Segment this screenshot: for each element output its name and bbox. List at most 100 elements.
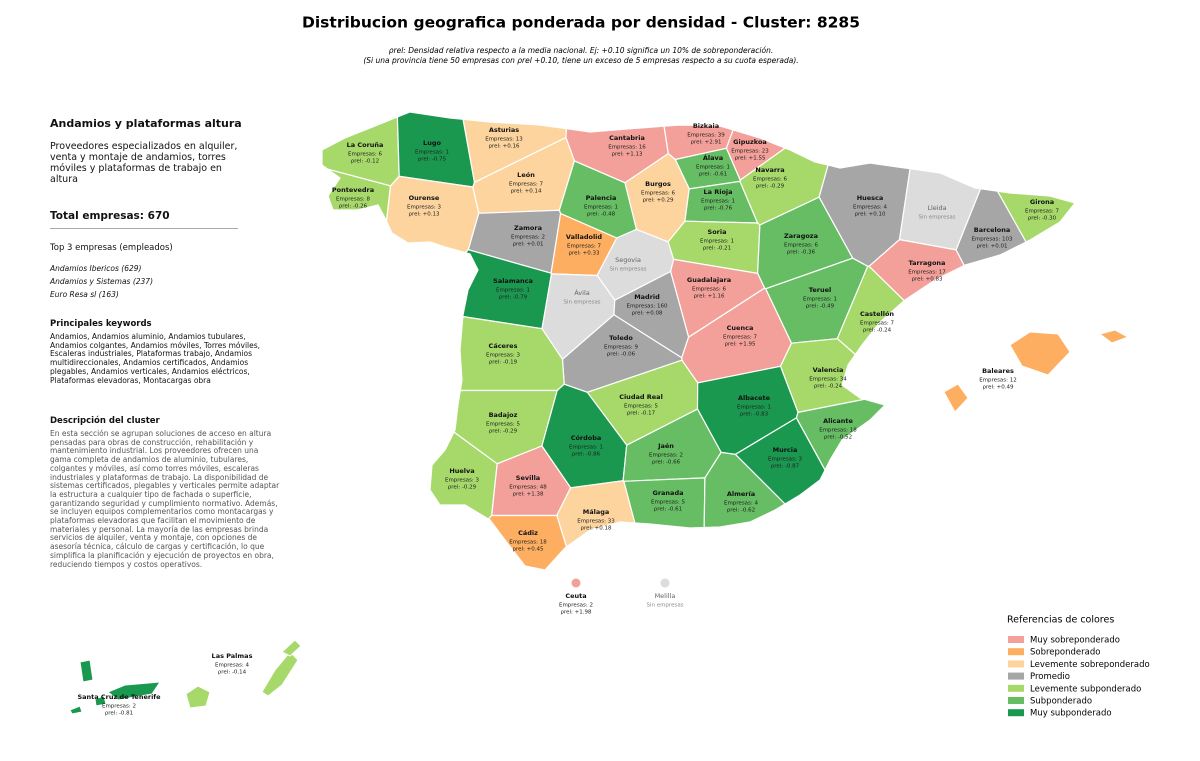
province-name: Pontevedra <box>332 186 374 194</box>
province-name: Huesca <box>857 194 884 202</box>
province-name: Toledo <box>609 334 633 342</box>
subtitle: ρrel: Densidad relativa respecto a la me… <box>389 46 773 55</box>
province-name: Lugo <box>423 139 441 147</box>
province-name: Navarra <box>755 166 784 174</box>
province-rho: ρrel: -0.19 <box>489 360 518 366</box>
province-name: León <box>517 171 535 179</box>
province-shape <box>107 681 161 701</box>
province-rho: ρrel: -0.29 <box>756 184 785 190</box>
province-rho: ρrel: +0.14 <box>511 189 543 195</box>
top3-item: Andamios y Sistemas (237) <box>50 277 154 286</box>
province-rho: ρrel: +0.08 <box>632 311 664 317</box>
legend-label: Muy subponderado <box>1030 709 1112 719</box>
province-rho: ρrel: +0.01 <box>513 242 544 248</box>
province-rho: ρrel: +0.33 <box>569 251 601 257</box>
legend-label: Sobreponderado <box>1030 648 1100 658</box>
province-shape <box>703 451 786 529</box>
province-shape <box>281 639 302 657</box>
province-empresas: Empresas: 4 <box>215 663 250 669</box>
province-empresas: Sin empresas <box>918 215 955 221</box>
province-name: Ourense <box>409 194 440 202</box>
province-shape <box>79 659 94 683</box>
keywords: Andamios, Andamios aluminio, Andamios tu… <box>50 332 261 385</box>
province-name: Santa Cruz de Tenerife <box>77 693 161 701</box>
province-name: Bizkaia <box>693 122 719 130</box>
province-rho: ρrel: -0.24 <box>863 328 892 334</box>
legend-title: Referencias de colores <box>1007 615 1114 626</box>
province-empresas: Empresas: 9 <box>604 345 639 351</box>
province-empresas: Empresas: 1 <box>569 445 603 451</box>
province-rho: ρrel: -0.29 <box>448 485 477 491</box>
legend-label: Muy sobreponderado <box>1030 636 1120 646</box>
province-rho: ρrel: +1.16 <box>694 294 726 300</box>
province-empresas: Empresas: 1 <box>415 150 449 156</box>
title: Distribucion geografica ponderada por de… <box>302 14 860 32</box>
province-rho: ρrel: -0.12 <box>351 159 379 165</box>
province-rho: ρrel: +1.55 <box>735 156 767 162</box>
province-name: Jaén <box>657 442 674 450</box>
legend-swatch <box>1008 648 1024 656</box>
province-rho: ρrel: +0.18 <box>581 526 613 532</box>
province-name: La Rioja <box>703 188 732 196</box>
province-name: Córdoba <box>571 434 602 442</box>
province-rho: ρrel: +1.98 <box>561 610 593 616</box>
province-rho: ρrel: -0.75 <box>418 157 447 163</box>
province-rho: ρrel: +0.83 <box>912 277 944 283</box>
province-empresas: Empresas: 48 <box>509 485 547 491</box>
province-shape <box>571 578 581 588</box>
province-empresas: Empresas: 160 <box>626 304 668 310</box>
province-rho: ρrel: -0.21 <box>703 246 731 252</box>
legend-swatch <box>1008 636 1024 643</box>
province-name: Salamanca <box>493 277 533 285</box>
province-empresas: Sin empresas <box>563 300 600 306</box>
province-name: Castellón <box>860 310 894 318</box>
province-empresas: Empresas: 3 <box>768 457 803 463</box>
province-name: Valladolid <box>566 233 602 241</box>
province-empresas: Empresas: 1 <box>696 165 730 171</box>
province-name: Álava <box>703 153 723 162</box>
description: En esta sección se agrupan soluciones de… <box>50 429 280 569</box>
legend-swatch <box>1008 709 1024 717</box>
province-empresas: Empresas: 6 <box>692 287 727 293</box>
province-name: Zaragoza <box>784 232 818 240</box>
province-rho: ρrel: -0.52 <box>824 435 852 441</box>
province-empresas: Empresas: 2 <box>511 235 545 241</box>
province-empresas: Empresas: 1 <box>803 297 837 303</box>
province-rho: ρrel: +0.10 <box>855 212 887 218</box>
legend-label: Subponderado <box>1030 697 1092 707</box>
province-empresas: Empresas: 6 <box>641 191 676 197</box>
province-empresas: Empresas: 34 <box>809 377 847 383</box>
province-empresas: Empresas: 3 <box>445 478 480 484</box>
top3-list: Andamios Ibericos (629) Andamios y Siste… <box>50 262 280 301</box>
province-empresas: Empresas: 39 <box>687 133 725 139</box>
province-name: Girona <box>1030 198 1054 206</box>
province-rho: ρrel: -0.49 <box>806 304 835 310</box>
province-name: Cantabria <box>609 134 645 142</box>
province-name: Ceuta <box>565 592 586 600</box>
province-name: Barcelona <box>974 226 1011 234</box>
legend-label: Levemente sobreponderado <box>1030 660 1150 670</box>
province-empresas: Empresas: 8 <box>336 197 371 203</box>
province-empresas: Empresas: 18 <box>509 540 547 546</box>
province-name: Valencia <box>813 366 844 374</box>
province-name: Teruel <box>809 286 831 294</box>
legend-label: Levemente subponderado <box>1030 684 1141 694</box>
legend-swatch <box>1008 672 1024 680</box>
province-shape <box>795 398 887 472</box>
cluster-name-text: Andamios y plataformas altura <box>50 117 242 130</box>
keywords-title: Principales keywords <box>50 319 152 329</box>
province-empresas: Empresas: 1 <box>496 288 530 294</box>
description-title: Descripción del cluster <box>50 416 160 426</box>
province-empresas: Empresas: 5 <box>624 404 659 410</box>
province-rho: ρrel: +0.45 <box>513 547 545 553</box>
province-empresas: Empresas: 7 <box>723 335 758 341</box>
province-empresas: Empresas: 4 <box>724 501 759 507</box>
province-rho: ρrel: -0.30 <box>1028 216 1057 222</box>
province-rho: ρrel: +0.13 <box>409 212 441 218</box>
province-rho: ρrel: -0.26 <box>339 204 368 210</box>
province-empresas: Empresas: 6 <box>784 243 819 249</box>
province-empresas: Empresas: 16 <box>608 145 646 151</box>
province-name: Sevilla <box>516 474 540 482</box>
province-name: Cuenca <box>727 324 754 332</box>
